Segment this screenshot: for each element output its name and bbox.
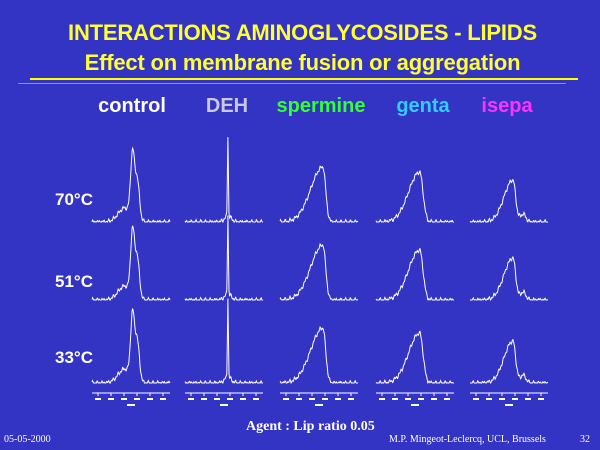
- ppm-tick-label: [379, 398, 385, 400]
- row-label-70c: 70°C: [55, 190, 93, 209]
- ppm-tick-label: [309, 398, 315, 400]
- ppm-tick-label: [188, 398, 194, 400]
- row-label-33c: 33°C: [55, 348, 93, 367]
- column-label-spermine: spermine: [276, 95, 366, 117]
- ppm-tick-label: [214, 398, 220, 400]
- ppm-tick-label: [322, 398, 328, 400]
- spectrum-trace-spermine-70c: [279, 165, 359, 223]
- ppm-tick-label: [525, 398, 531, 400]
- ppm-tick-label: [253, 398, 259, 400]
- spectrum-trace-genta-33c: [375, 330, 454, 384]
- ppm-tick-label: [134, 398, 140, 400]
- ppm-tick-label: [227, 398, 233, 400]
- spectrum-trace-spermine-33c: [279, 325, 358, 384]
- ppm-tick-label: [240, 398, 246, 400]
- ppm-tick-label: [473, 398, 479, 400]
- spectrum-trace-genta-70c: [375, 170, 454, 223]
- ppm-unit-label: [127, 404, 135, 406]
- ppm-tick-label: [418, 398, 424, 400]
- ppm-tick-label: [335, 398, 341, 400]
- title-underline-cyan: [18, 83, 566, 84]
- ppm-tick-label: [283, 398, 289, 400]
- footer-agent-ratio: Agent : Lip ratio 0.05: [246, 419, 375, 434]
- ppm-tick-label: [108, 398, 114, 400]
- column-label-isepa: isepa: [481, 95, 533, 117]
- ppm-tick-label: [201, 398, 207, 400]
- ppm-tick-label: [348, 398, 354, 400]
- spectrum-trace-spermine-51c: [279, 242, 359, 301]
- spectrum-trace-isepa-33c: [470, 338, 549, 384]
- ppm-unit-label: [315, 404, 323, 406]
- spectrum-trace-isepa-51c: [469, 255, 549, 302]
- footer-author: M.P. Mingeot-Leclercq, UCL, Brussels: [389, 434, 546, 445]
- ppm-tick-label: [95, 398, 101, 400]
- title-underline-yellow: [30, 78, 578, 80]
- spectrum-trace-control-51c: [91, 225, 171, 301]
- spectrum-trace-isepa-70c: [469, 178, 548, 223]
- spectrum-trace-control-70c: [91, 146, 171, 223]
- spectrum-trace-deh-70c: [184, 137, 263, 224]
- footer-page-number: 32: [580, 434, 590, 445]
- ppm-tick-label: [512, 398, 518, 400]
- ppm-unit-label: [220, 404, 228, 406]
- ppm-tick-label: [431, 398, 437, 400]
- ppm-tick-label: [160, 398, 166, 400]
- spectrum-trace-genta-51c: [375, 247, 454, 301]
- column-label-deh: DEH: [205, 95, 249, 117]
- footer-date: 05-05-2000: [4, 434, 51, 445]
- row-label-51c: 51°C: [55, 272, 93, 291]
- ppm-tick-label: [147, 398, 153, 400]
- spectrum-trace-control-33c: [91, 308, 171, 384]
- spectrum-trace-deh-51c: [184, 215, 263, 301]
- slide-title: INTERACTIONS AMINOGLYCOSIDES - LIPIDS: [68, 20, 537, 45]
- ppm-unit-label: [411, 404, 419, 406]
- slide-subtitle: Effect on membrane fusion or aggregation: [84, 50, 521, 75]
- ppm-axes: [92, 392, 548, 406]
- ppm-tick-label: [392, 398, 398, 400]
- ppm-tick-label: [444, 398, 450, 400]
- ppm-tick-label: [121, 398, 127, 400]
- column-label-control: control: [98, 95, 166, 117]
- ppm-tick-label: [405, 398, 411, 400]
- ppm-tick-label: [499, 398, 505, 400]
- column-label-genta: genta: [396, 95, 450, 117]
- ppm-tick-label: [538, 398, 544, 400]
- ppm-tick-label: [486, 398, 492, 400]
- spectra-traces: [91, 137, 549, 384]
- ppm-tick-label: [296, 398, 302, 400]
- ppm-unit-label: [505, 404, 513, 406]
- spectrum-trace-deh-33c: [184, 298, 263, 384]
